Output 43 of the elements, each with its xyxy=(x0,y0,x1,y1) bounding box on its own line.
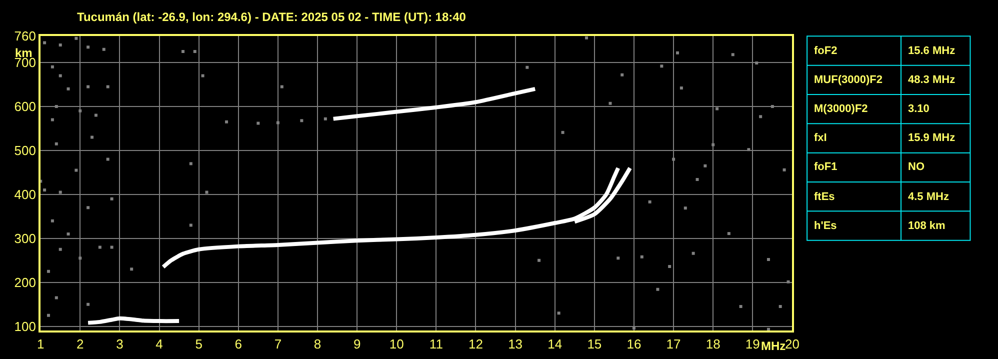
text: foF2 xyxy=(814,45,838,57)
x-tick-label: 17 xyxy=(666,336,681,352)
y-tick-label: 100 xyxy=(14,318,36,334)
y-tick-label: 500 xyxy=(14,143,36,158)
text: h'Es xyxy=(814,220,837,232)
text: 4.5 MHz xyxy=(908,191,950,203)
chart-title: Tucumán (lat: -26.9, lon: 294.6) - DATE: 2025 05 02 - TIME (UT): 18:40 xyxy=(77,10,466,24)
text: 48.3 MHz xyxy=(908,74,956,86)
x-tick-label: 8 xyxy=(314,336,322,352)
x-tick-label: 10 xyxy=(389,336,404,352)
x-tick-label: 11 xyxy=(429,336,443,352)
text: fxI xyxy=(814,132,827,144)
x-tick-label: 3 xyxy=(116,336,124,352)
x-axis-title: MHz xyxy=(761,339,786,353)
x-tick-label: 20 xyxy=(784,336,800,352)
y-tick-label: 300 xyxy=(14,230,36,246)
text: 15.9 MHz xyxy=(908,132,956,144)
x-tick-label: 1 xyxy=(36,336,44,352)
x-tick-label: 12 xyxy=(468,336,483,352)
text: NO xyxy=(908,161,925,173)
x-tick-label: 13 xyxy=(508,336,523,352)
x-tick-label: 5 xyxy=(195,336,202,352)
y-tick-label: 200 xyxy=(14,274,36,290)
text: M(3000)F2 xyxy=(814,103,868,115)
text: 3.10 xyxy=(908,103,930,115)
x-tick-label: 6 xyxy=(234,336,242,352)
text: MUF(3000)F2 xyxy=(814,74,882,86)
x-tick-label: 14 xyxy=(548,336,562,352)
x-tick-label: 19 xyxy=(745,336,760,352)
x-tick-label: 2 xyxy=(76,336,84,352)
text: foF1 xyxy=(814,161,838,173)
text: ftEs xyxy=(814,191,835,203)
x-tick-label: 18 xyxy=(706,336,720,352)
x-tick-label: 9 xyxy=(353,336,361,352)
x-tick-label: 4 xyxy=(156,336,163,352)
y-tick-label: 400 xyxy=(14,186,36,202)
x-tick-label: 7 xyxy=(274,336,282,352)
x-tick-label: 15 xyxy=(587,336,602,352)
text: 15.6 MHz xyxy=(908,45,956,57)
x-tick-label: 16 xyxy=(626,336,642,352)
y-tick-label: 600 xyxy=(14,99,36,114)
y-tick-label: 760 xyxy=(14,28,36,44)
text: 108 km xyxy=(908,220,946,232)
